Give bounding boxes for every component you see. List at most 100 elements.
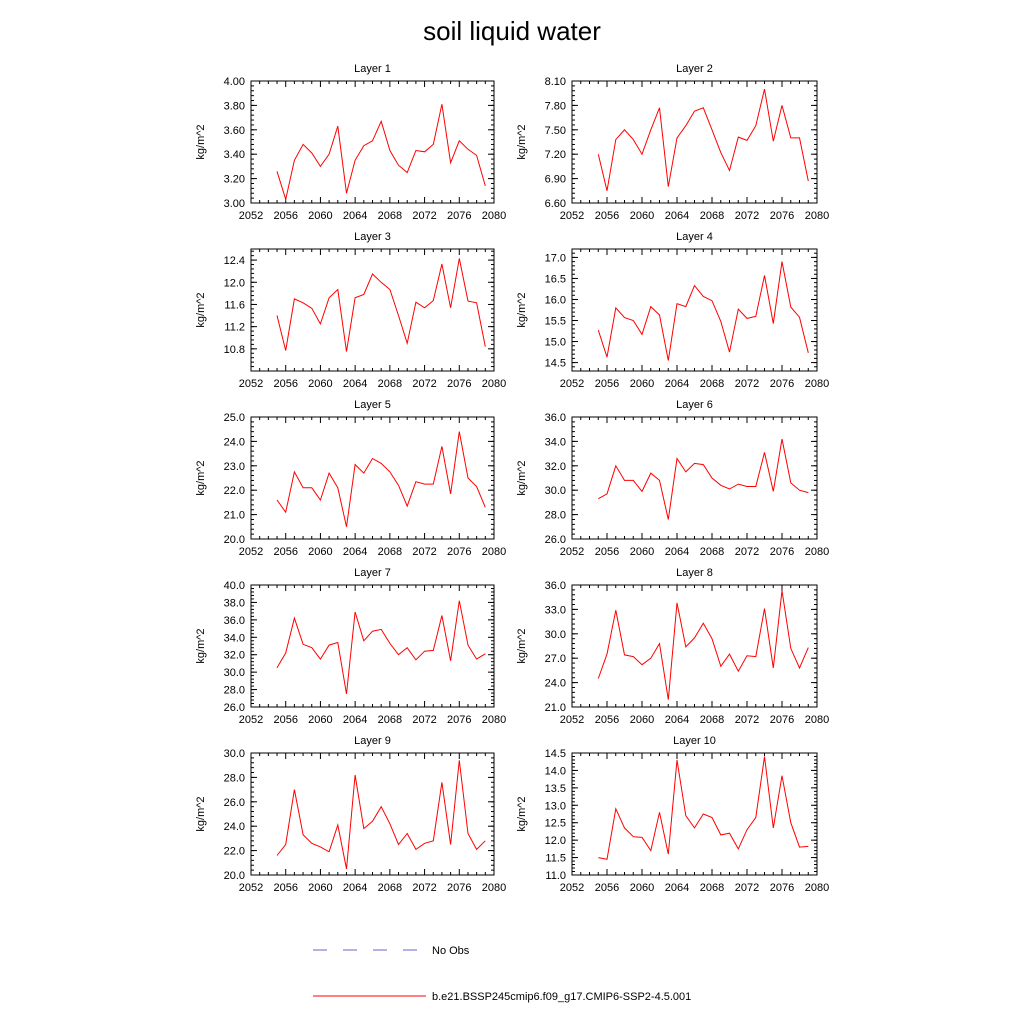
panel-title-layer-9: Layer 9 (354, 735, 391, 747)
series-line (276, 760, 486, 869)
y-tick-label: 14.0 (545, 765, 566, 777)
y-tick-label: 7.80 (545, 100, 566, 112)
x-tick-label: 2072 (735, 378, 759, 390)
panel-layer-4: Layer 4 2052 2056 2060 2064 2068 2072 2076 2080 1… (516, 231, 829, 390)
y-tick-label: 22.0 (224, 846, 245, 858)
x-tick-label: 2064 (665, 378, 689, 390)
y-tick-label: 40.0 (224, 580, 245, 592)
panel-title-layer-3: Layer 3 (354, 231, 391, 243)
x-tick-label: 2076 (447, 210, 471, 222)
x-tick-label: 2060 (308, 210, 332, 222)
y-axis-label: kg/m^2 (516, 628, 528, 663)
y-tick-label: 3.80 (224, 100, 245, 112)
x-tick-label: 2056 (595, 378, 619, 390)
y-tick-label: 12.4 (224, 255, 245, 267)
x-tick-label: 2076 (447, 546, 471, 558)
panel-layer-1: Layer 1 2052 2056 2060 2064 2068 2072 2076 2080 3… (195, 63, 506, 222)
x-tick-label: 2072 (735, 882, 759, 894)
y-tick-label: 20.0 (224, 534, 245, 546)
panel-title-layer-10: Layer 10 (673, 735, 716, 747)
x-tick-label: 2052 (560, 882, 584, 894)
y-tick-label: 30.0 (224, 667, 245, 679)
x-tick-label: 2068 (700, 714, 724, 726)
x-tick-label: 2060 (630, 882, 654, 894)
x-tick-label: 2064 (665, 210, 689, 222)
x-tick-label: 2072 (412, 714, 436, 726)
x-tick-label: 2052 (560, 714, 584, 726)
x-tick-label: 2060 (630, 546, 654, 558)
x-tick-label: 2052 (560, 546, 584, 558)
x-tick-label: 2072 (412, 210, 436, 222)
y-tick-label: 34.0 (545, 436, 566, 448)
x-tick-label: 2064 (665, 882, 689, 894)
y-axis-label: kg/m^2 (516, 124, 528, 159)
panel-layer-9: Layer 9 2052 2056 2060 2064 2068 2072 2076 2080 2… (195, 735, 506, 894)
y-tick-label: 3.00 (224, 198, 245, 210)
y-tick-label: 38.0 (224, 597, 245, 609)
y-tick-label: 12.0 (545, 835, 566, 847)
panel-layer-3: Layer 3 2052 2056 2060 2064 2068 2072 2076 2080 1… (195, 231, 506, 390)
y-tick-label: 24.0 (545, 678, 566, 690)
y-tick-label: 7.20 (545, 149, 566, 161)
x-tick-label: 2060 (308, 714, 332, 726)
y-axis-label: kg/m^2 (516, 460, 528, 495)
series-line (276, 104, 486, 202)
y-axis-label: kg/m^2 (195, 292, 207, 327)
x-tick-label: 2052 (560, 378, 584, 390)
x-tick-label: 2076 (770, 378, 794, 390)
y-tick-label: 30.0 (545, 629, 566, 641)
y-tick-label: 13.0 (545, 800, 566, 812)
y-tick-label: 36.0 (545, 580, 566, 592)
y-tick-label: 12.5 (545, 818, 566, 830)
figure-title: soil liquid water (423, 16, 601, 46)
panel-layer-6: Layer 6 2052 2056 2060 2064 2068 2072 2076 2080 2… (516, 399, 829, 558)
y-tick-label: 16.5 (545, 273, 566, 285)
x-tick-label: 2064 (343, 210, 367, 222)
y-tick-label: 25.0 (224, 412, 245, 424)
y-tick-label: 36.0 (545, 412, 566, 424)
y-tick-label: 3.20 (224, 174, 245, 186)
panel-layer-5: Layer 5 2052 2056 2060 2064 2068 2072 2076 2080 2… (195, 399, 506, 558)
panel-layer-2: Layer 2 2052 2056 2060 2064 2068 2072 2076 2080 6… (516, 63, 829, 222)
x-tick-label: 2056 (273, 210, 297, 222)
x-tick-label: 2056 (595, 546, 619, 558)
panel-title-layer-5: Layer 5 (354, 399, 391, 411)
legend-label-no-obs: No Obs (432, 945, 470, 957)
y-tick-label: 30.0 (545, 485, 566, 497)
y-tick-label: 26.0 (224, 702, 245, 714)
y-tick-label: 32.0 (224, 650, 245, 662)
y-tick-label: 12.0 (224, 277, 245, 289)
x-tick-label: 2080 (482, 210, 506, 222)
series-line (597, 590, 809, 700)
y-tick-label: 3.40 (224, 149, 245, 161)
x-tick-label: 2076 (770, 714, 794, 726)
series-line (597, 261, 809, 361)
y-tick-label: 28.0 (224, 772, 245, 784)
plot-frame (571, 752, 818, 876)
x-tick-label: 2068 (378, 714, 402, 726)
x-tick-label: 2052 (560, 210, 584, 222)
x-tick-label: 2064 (665, 546, 689, 558)
x-tick-label: 2056 (273, 714, 297, 726)
plot-frame (571, 248, 818, 372)
y-axis-label: kg/m^2 (195, 124, 207, 159)
x-tick-label: 2072 (735, 714, 759, 726)
y-tick-label: 11.5 (545, 853, 566, 865)
panel-title-layer-1: Layer 1 (354, 63, 391, 75)
plot-frame (571, 80, 818, 204)
y-tick-label: 21.0 (545, 702, 566, 714)
x-tick-label: 2064 (343, 882, 367, 894)
y-tick-label: 11.0 (545, 870, 566, 882)
y-tick-label: 8.10 (545, 76, 566, 88)
series-line (598, 756, 809, 860)
x-tick-label: 2056 (273, 378, 297, 390)
x-tick-label: 2064 (343, 714, 367, 726)
x-tick-label: 2068 (378, 882, 402, 894)
y-tick-label: 34.0 (224, 632, 245, 644)
x-tick-label: 2072 (735, 210, 759, 222)
y-tick-label: 27.0 (545, 653, 566, 665)
x-tick-label: 2052 (239, 882, 263, 894)
y-tick-label: 11.2 (224, 322, 245, 334)
x-tick-label: 2056 (273, 882, 297, 894)
x-tick-label: 2060 (630, 714, 654, 726)
